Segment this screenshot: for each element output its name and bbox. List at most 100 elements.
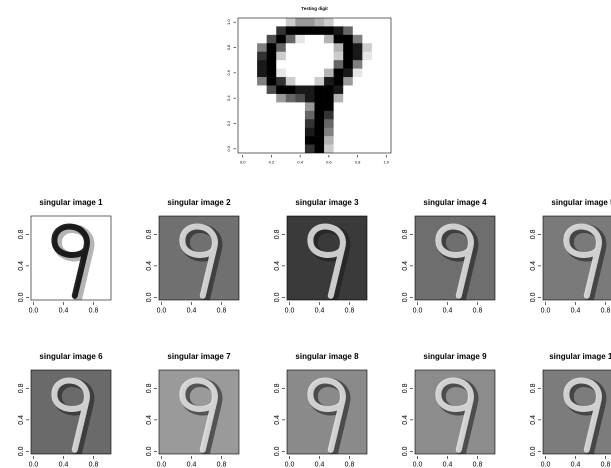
y-tick-label: 0.4: [530, 415, 537, 425]
pixel: [381, 34, 391, 44]
pixel: [362, 18, 373, 27]
pixel: [285, 68, 296, 78]
pixel: [295, 127, 306, 137]
pixel: [371, 77, 382, 86]
pixel: [314, 43, 325, 53]
x-tick-label: 0.8: [601, 461, 611, 468]
panel-title: singular image 8: [295, 352, 359, 361]
y-tick-label: 0.0: [226, 145, 231, 151]
pixel: [352, 51, 363, 61]
digit-stroke: [51, 223, 90, 299]
pixel: [362, 127, 373, 137]
pixel: [371, 144, 382, 153]
pixel: [371, 136, 382, 145]
pixel: [266, 26, 277, 36]
pixel: [266, 43, 277, 53]
pixel: [257, 144, 267, 153]
pixel: [276, 136, 287, 145]
pixel: [238, 18, 248, 27]
pixel: [266, 136, 277, 145]
pixel: [381, 144, 391, 153]
panel: singular image 3 0.0 0.4 0.8 0.0 0.4 0.8: [274, 198, 368, 314]
pixel: [314, 136, 325, 145]
pixel: [352, 144, 363, 153]
pixel: [276, 144, 287, 153]
pixel: [238, 77, 248, 86]
panel-title: singular image 1: [39, 198, 103, 207]
y-tick-label: 0.4: [274, 415, 281, 425]
pixel: [362, 102, 373, 112]
pixel: [333, 18, 344, 27]
pixel: [314, 102, 325, 112]
pixel: [295, 102, 306, 112]
pixel: [343, 102, 354, 112]
pixel: [333, 85, 344, 95]
pixel: [276, 85, 287, 95]
pixel: [324, 144, 334, 153]
pixel: [266, 68, 277, 78]
pixel: [324, 119, 334, 129]
pixel: [266, 51, 277, 61]
pixel: [266, 60, 277, 69]
pixel: [381, 68, 391, 78]
pixel: [343, 26, 354, 36]
pixel: [314, 127, 325, 137]
plot-frame: [414, 215, 496, 301]
x-tick-label: 0.4: [59, 461, 69, 468]
x-tick-label: 0.8: [601, 307, 611, 314]
pixel: [266, 18, 277, 27]
pixel: [247, 93, 258, 103]
pixel: [285, 127, 296, 137]
pixel: [238, 110, 248, 120]
plot-frame: [158, 215, 240, 301]
pixel: [352, 26, 363, 36]
pixel: [247, 144, 258, 153]
pixel: [238, 51, 248, 61]
pixel: [238, 85, 248, 95]
pixel: [247, 110, 258, 120]
pixel: [276, 127, 287, 137]
pixel: [371, 43, 382, 53]
pixel: [314, 18, 325, 27]
x-tick-label: 0.4: [59, 307, 69, 314]
pixel: [362, 119, 373, 129]
pixel: [352, 68, 363, 78]
plot-area: [543, 216, 611, 300]
pixel: [304, 60, 315, 69]
pixel: [314, 60, 325, 69]
pixel: [285, 18, 296, 27]
pixel: [276, 18, 287, 27]
pixel: [362, 93, 373, 103]
pixel: [285, 102, 296, 112]
pixel: [333, 60, 344, 69]
pixel: [314, 93, 325, 103]
panel: singular image 7 0.0 0.4 0.8 0.0 0.4 0.8: [146, 352, 240, 468]
pixel: [238, 119, 248, 129]
pixel: [362, 60, 373, 69]
pixel: [257, 102, 267, 112]
plot-frame: [237, 17, 392, 154]
pixel: [343, 119, 354, 129]
pixel: [362, 68, 373, 78]
pixel: [381, 110, 391, 120]
pixel: [285, 43, 296, 53]
pixel: [362, 51, 373, 61]
panel: singular image 6 0.0 0.4 0.8 0.0 0.4 0.8: [18, 352, 112, 468]
pixel: [314, 110, 325, 120]
pixel: [343, 127, 354, 137]
pixel: [324, 43, 334, 53]
pixel: [257, 93, 267, 103]
plot-area: [543, 370, 611, 454]
plot-area: [287, 216, 367, 300]
pixel: [295, 85, 306, 95]
pixel: [371, 18, 382, 27]
pixel: [343, 43, 354, 53]
pixel: [276, 110, 287, 120]
pixel: [295, 119, 306, 129]
y-tick-label: 0.8: [402, 229, 409, 239]
pixel: [276, 34, 287, 44]
pixel: [324, 26, 334, 36]
x-tick-label: 1.0: [383, 160, 389, 165]
y-tick-label: 1.0: [226, 19, 231, 25]
pixel: [238, 127, 248, 137]
